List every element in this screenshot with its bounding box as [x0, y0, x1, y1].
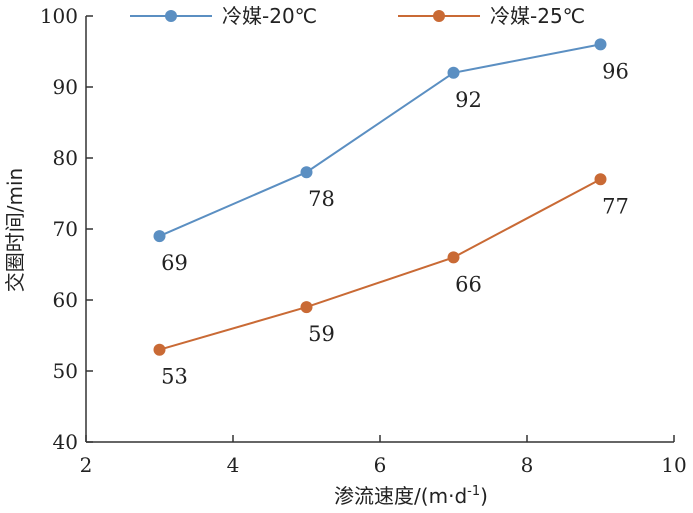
series-line-1 [159, 43, 601, 238]
data-point [300, 166, 313, 179]
y-tick-label: 70 [53, 217, 78, 241]
y-tick-label: 40 [53, 430, 78, 454]
x-axis-title: 渗流速度/(m·d-1) [334, 484, 488, 508]
data-point [153, 230, 166, 243]
x-tick-label: 4 [227, 453, 240, 477]
data-point [300, 301, 313, 314]
x-axis-title-main: 渗流速度/(m·d [334, 484, 467, 508]
x-tick-label: 2 [80, 453, 93, 477]
y-tick-label: 80 [53, 146, 78, 170]
legend-label: 冷媒-20℃ [222, 4, 317, 28]
legend-label: 冷媒-25℃ [490, 4, 585, 28]
data-point [447, 66, 460, 79]
legend: 冷媒-20℃ 冷媒-25℃ [130, 4, 585, 28]
data-label: 53 [161, 365, 188, 389]
data-label: 69 [161, 251, 188, 275]
data-labels: 69 78 92 96 53 59 66 77 [161, 59, 629, 388]
data-point [594, 173, 607, 186]
y-tick-label: 60 [53, 288, 78, 312]
plot-area [153, 38, 607, 356]
data-label: 78 [308, 187, 335, 211]
axes: 40 50 60 70 80 90 100 2 4 6 8 10 [40, 4, 687, 477]
y-tick-label: 90 [53, 75, 78, 99]
x-axis-title-end: ) [480, 484, 488, 508]
data-label: 66 [455, 272, 482, 296]
x-tick-label: 6 [374, 453, 387, 477]
y-axis-title: 交圈时间/min [3, 168, 27, 292]
data-label: 92 [455, 88, 482, 112]
legend-marker [433, 10, 445, 22]
x-tick-label: 8 [521, 453, 534, 477]
y-tick-label: 100 [40, 4, 78, 28]
data-point [594, 38, 607, 51]
series-line-2 [159, 178, 601, 351]
x-axis-title-sup: -1 [467, 484, 480, 499]
data-label: 77 [602, 194, 629, 218]
data-point [447, 251, 460, 264]
data-label: 96 [602, 59, 629, 83]
legend-marker [165, 10, 177, 22]
y-tick-label: 50 [53, 359, 78, 383]
data-point [153, 343, 166, 356]
x-tick-label: 10 [661, 453, 686, 477]
data-label: 59 [308, 322, 335, 346]
